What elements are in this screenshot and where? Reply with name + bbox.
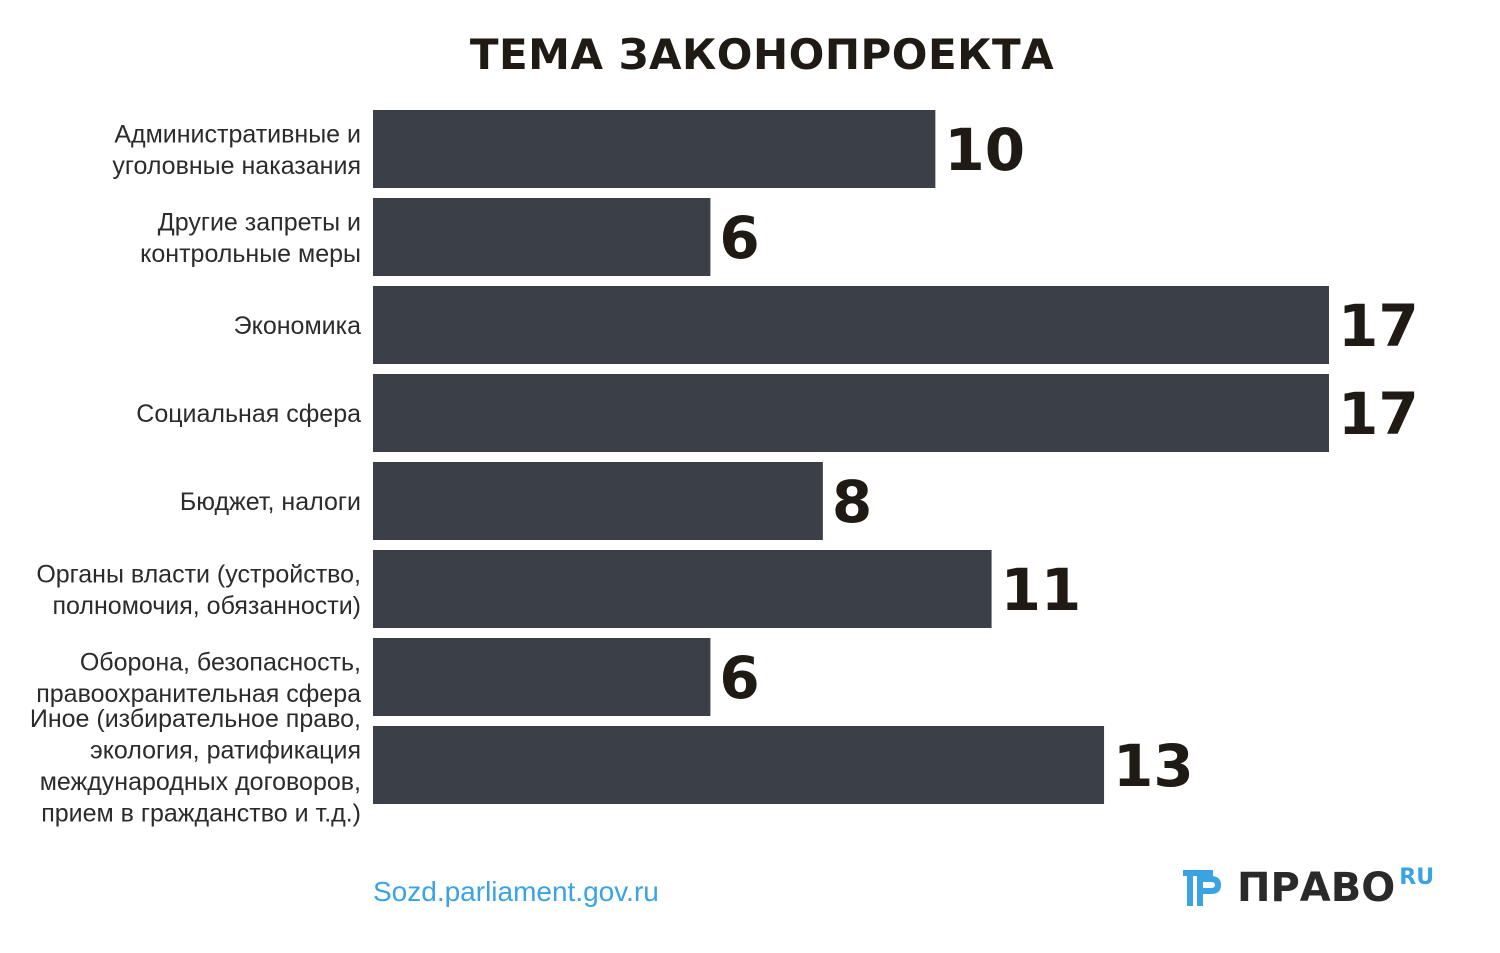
- category-label-line: экология, ратификация: [90, 736, 361, 764]
- category-label-5: Бюджет, налоги: [180, 488, 361, 516]
- category-label-line: Социальная сфера: [136, 400, 361, 428]
- bar-4: [373, 374, 1329, 452]
- category-label-line: уголовные наказания: [112, 152, 361, 180]
- value-label-7: 6: [719, 644, 759, 712]
- category-label-line: Органы власти (устройство,: [36, 560, 361, 588]
- category-label-line: Экономика: [234, 312, 361, 340]
- category-label-line: прием в гражданство и т.д.): [41, 799, 361, 827]
- category-label-line: Другие запреты и: [158, 208, 361, 236]
- value-label-8: 13: [1113, 732, 1194, 800]
- pravo-logo-icon: [1183, 870, 1221, 906]
- category-label-8: Иное (избирательное право, экология, рати…: [30, 705, 361, 828]
- bar-7: [373, 638, 711, 716]
- value-label-4: 17: [1338, 380, 1419, 448]
- value-label-6: 11: [1001, 556, 1082, 624]
- category-label-2: Другие запреты и контрольные меры: [140, 208, 361, 268]
- bar-2: [373, 198, 711, 276]
- pravo-ru-logo: ПРАВО RU: [1183, 866, 1434, 910]
- category-label-1: Административные и уголовные наказания: [112, 120, 361, 180]
- category-label-line: правоохранительная сфера: [36, 680, 361, 708]
- category-label-line: полномочия, обязанности): [53, 592, 361, 620]
- source-link[interactable]: Sozd.parliament.gov.ru: [373, 876, 659, 907]
- category-label-6: Органы власти (устройство, полномочия, об…: [36, 560, 361, 620]
- category-label-line: международных договоров,: [40, 768, 361, 796]
- bar-8: [373, 726, 1105, 804]
- category-label-line: контрольные меры: [140, 240, 361, 268]
- chart-title: ТЕМА ЗАКОНОПРОЕКТА: [469, 30, 1055, 79]
- category-label-line: Оборона, безопасность,: [80, 648, 361, 676]
- bar-5: [373, 462, 823, 540]
- logo-wordmark: ПРАВО: [1237, 865, 1396, 911]
- value-label-3: 17: [1338, 292, 1419, 360]
- category-label-line: Иное (избирательное право,: [30, 705, 361, 733]
- bar-3: [373, 286, 1329, 364]
- value-label-1: 10: [944, 116, 1025, 184]
- value-label-2: 6: [719, 204, 759, 272]
- category-label-line: Административные и: [114, 120, 361, 148]
- category-label-3: Экономика: [234, 312, 361, 340]
- category-label-4: Социальная сфера: [136, 400, 361, 428]
- value-label-5: 8: [832, 468, 872, 536]
- bar-6: [373, 550, 992, 628]
- category-label-line: Бюджет, налоги: [180, 488, 361, 516]
- bar-1: [373, 110, 936, 188]
- logo-suffix: RU: [1399, 865, 1435, 890]
- category-label-7: Оборона, безопасность, правоохранительная…: [36, 648, 361, 708]
